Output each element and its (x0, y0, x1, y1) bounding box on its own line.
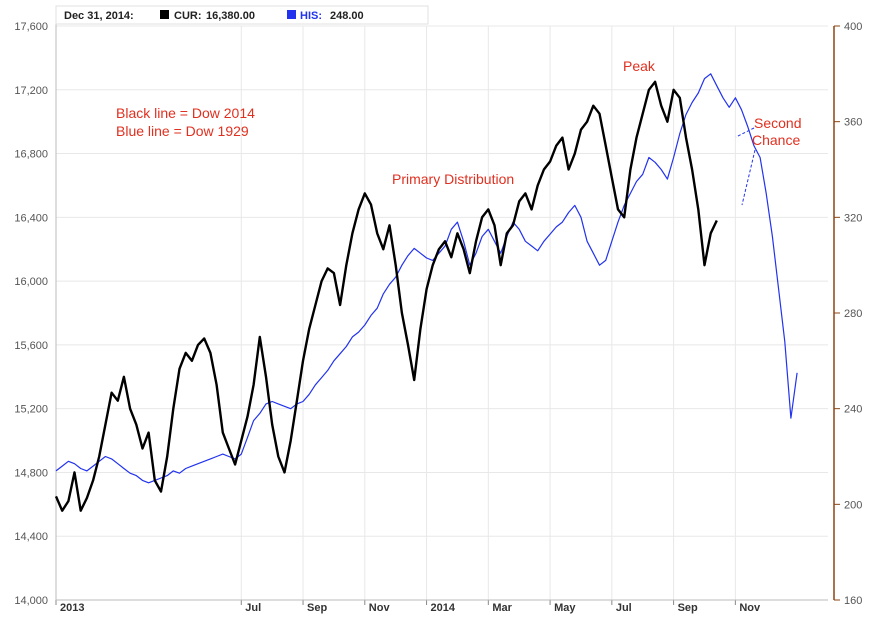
his-value: 248.00 (330, 10, 364, 22)
header-bar: Dec 31, 2014: CUR: 16,380.00 HIS: 248.00 (55, 5, 429, 25)
primary-distribution-label: Primary Distribution (392, 171, 514, 187)
right-tick-label: 240 (844, 404, 862, 416)
x-tick-label: Nov (739, 602, 761, 614)
x-tick-label: Nov (369, 602, 391, 614)
right-tick-label: 400 (844, 21, 862, 33)
cur-swatch (160, 10, 169, 19)
right-axis: 160 200 240 280 320 360 400 (833, 21, 862, 607)
left-tick-label: 15,600 (14, 340, 48, 352)
x-tick-label: Sep (678, 602, 698, 614)
left-tick-label: 17,600 (14, 21, 48, 33)
x-axis: 2013 Jul Sep Nov 2014 Mar May Jul Sep Nov (55, 599, 828, 614)
right-tick-label: 280 (844, 308, 862, 320)
peak-label: Peak (623, 58, 656, 74)
series-line-his (55, 73, 798, 484)
cur-value: 16,380.00 (206, 10, 255, 22)
header-box (55, 5, 429, 25)
right-tick-label: 160 (844, 595, 862, 607)
left-tick-label: 15,200 (14, 404, 48, 416)
x-tick-label: Mar (492, 602, 512, 614)
second-chance-label-1: Second (754, 115, 801, 131)
second-chance-label-2: Chance (752, 132, 800, 148)
left-tick-label: 14,800 (14, 467, 48, 479)
series-lines (54, 73, 798, 512)
legend-line-1: Black line = Dow 2014 (116, 105, 255, 121)
header-date: Dec 31, 2014: (64, 10, 134, 22)
his-swatch (287, 10, 296, 19)
legend-line-2: Blue line = Dow 1929 (116, 123, 249, 139)
left-axis: 14,000 14,400 14,800 15,200 15,600 16,000 16,4… (14, 18, 57, 607)
x-tick-label: May (554, 602, 576, 614)
x-tick-label: Jul (616, 602, 632, 614)
left-tick-label: 16,800 (14, 149, 48, 161)
x-tick-label: Sep (307, 602, 327, 614)
second-chance-pointer-2 (741, 149, 756, 206)
second-chance-pointer-1 (735, 127, 755, 138)
left-tick-label: 14,000 (14, 595, 48, 607)
left-tick-label: 16,400 (14, 212, 48, 224)
left-tick-label: 16,000 (14, 276, 48, 288)
right-tick-label: 320 (844, 212, 862, 224)
his-label: HIS: (300, 10, 322, 22)
left-tick-label: 17,200 (14, 85, 48, 97)
left-tick-label: 14,400 (14, 531, 48, 543)
right-tick-label: 360 (844, 117, 862, 129)
series-line-cur (54, 80, 718, 512)
x-tick-label: Jul (245, 602, 261, 614)
x-tick-label: 2014 (431, 602, 456, 614)
right-tick-label: 200 (844, 499, 862, 511)
cur-label: CUR: (174, 10, 202, 22)
x-tick-label: 2013 (60, 602, 84, 614)
